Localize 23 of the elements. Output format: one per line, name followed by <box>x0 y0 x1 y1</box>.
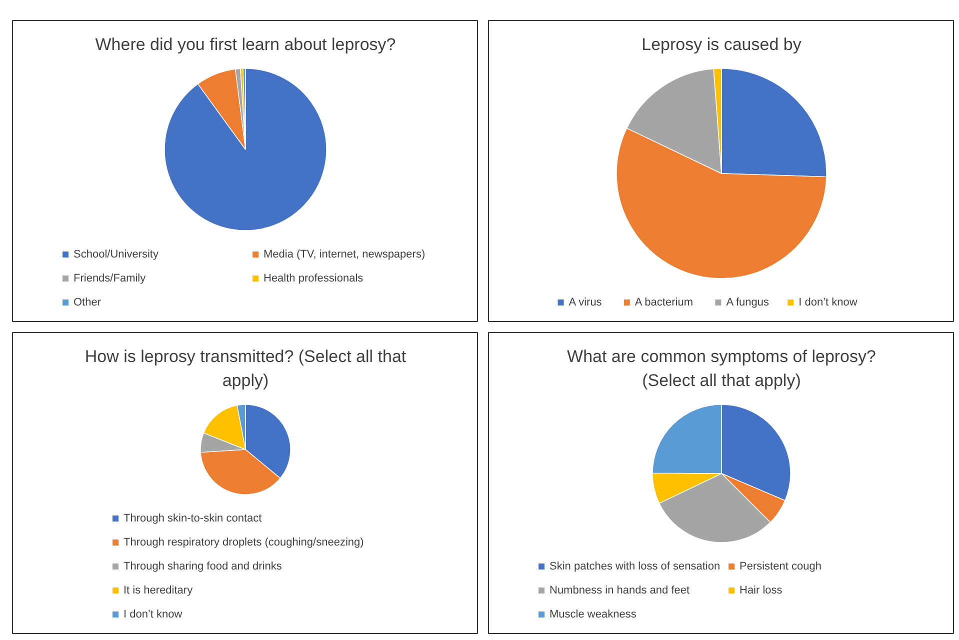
legend-label: Muscle weakness <box>550 608 637 620</box>
legend-label: Skin patches with loss of sensation <box>550 560 720 572</box>
legend-label: Media (TV, internet, newspapers) <box>264 248 426 260</box>
legend-label: I don’t know <box>124 608 182 620</box>
legend-label: A bacterium <box>634 296 693 308</box>
legend-label: School/University <box>74 248 159 260</box>
legend-label: Other <box>74 296 102 308</box>
legend-label: Health professionals <box>264 272 364 284</box>
legend-label: It is hereditary <box>124 584 194 596</box>
legend-label: Numbness in hands and feet <box>550 584 690 596</box>
legend-label: Friends/Family <box>74 272 146 284</box>
legend-label: Hair loss <box>740 584 783 596</box>
legend-label: Through sharing food and drinks <box>124 560 282 572</box>
chart-title: Where did you first learn about leprosy? <box>95 35 396 54</box>
chart-title: Leprosy is caused by <box>642 35 802 54</box>
legend-label: A fungus <box>726 296 770 308</box>
chart-title: What are common symptoms of leprosy? (Select all that apply) <box>567 347 876 390</box>
legend-label: Through respiratory droplets (coughing/sneezing) <box>124 536 364 548</box>
legend-label: A virus <box>568 296 602 308</box>
legend-label: Persistent cough <box>740 560 822 572</box>
legend-label: Through skin-to-skin contact <box>124 512 262 524</box>
legend-label: I don’t know <box>798 296 858 308</box>
chart-title: How is leprosy transmitted? (Select all that apply) <box>84 347 406 390</box>
